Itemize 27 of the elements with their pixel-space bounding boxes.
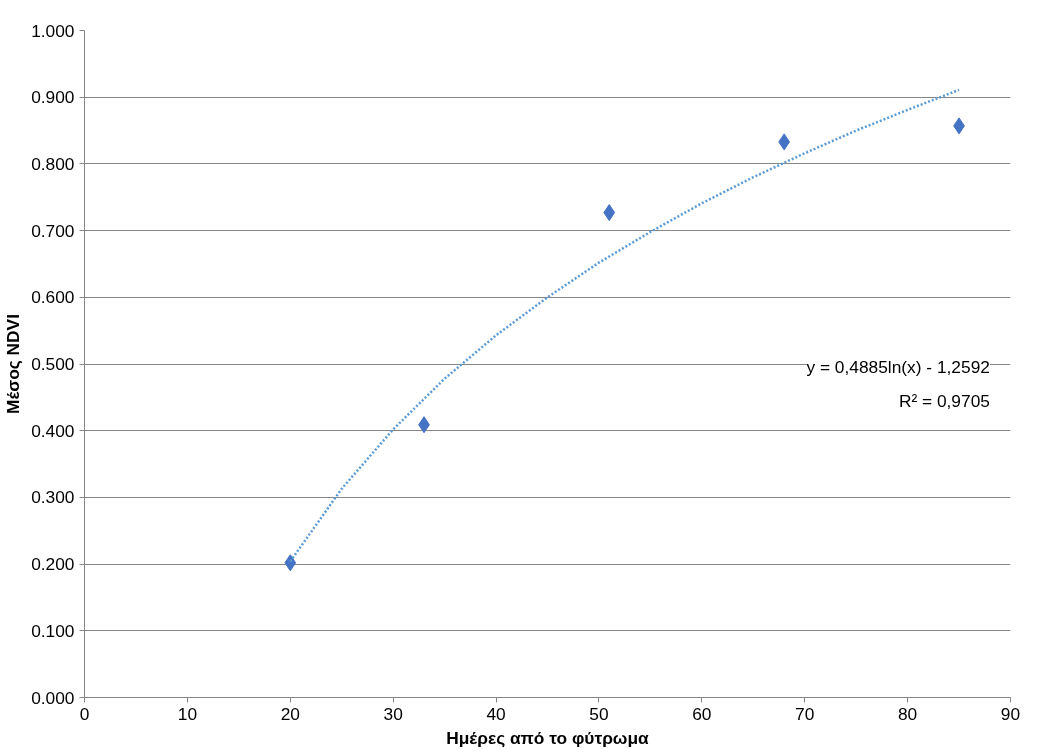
x-tick-label: 80 (897, 703, 918, 724)
x-tick-label: 10 (177, 703, 198, 724)
x-tick-label: 70 (795, 703, 815, 724)
point (603, 204, 616, 222)
y-tick-label: 0.400 (31, 420, 75, 441)
y-tick-label: 0.100 (31, 620, 75, 641)
y-axis-title: Μέσος NDVI (3, 314, 24, 414)
x-tick-label: 0 (79, 703, 90, 724)
y-tick-label: 1.000 (31, 20, 75, 41)
x-tick-label: 50 (589, 703, 609, 724)
annotation: R² = 0,9705 (898, 390, 990, 411)
y-tick-label: 0.700 (31, 220, 75, 241)
point (284, 554, 297, 572)
annotation: y = 0,4885ln(x) - 1,2592 (806, 357, 990, 378)
x-tick-label: 20 (280, 703, 300, 724)
y-tick-label: 0.200 (31, 554, 75, 575)
y-tick-label: 0.000 (31, 687, 75, 708)
x-axis-title: Ημέρες από το φύτρωμα (446, 727, 650, 748)
y-tick-label: 0.600 (31, 287, 75, 308)
x-tick-label: 30 (383, 703, 403, 724)
y-tick-label: 0.900 (31, 87, 75, 108)
x-tick-label: 40 (486, 703, 506, 724)
y-tick-label: 0.500 (31, 354, 75, 374)
x-tick-label: 90 (1000, 703, 1021, 724)
y-tick-label: 0.300 (31, 487, 75, 508)
x-tick-label: 60 (692, 703, 712, 724)
y-tick-label: 0.800 (31, 153, 75, 174)
